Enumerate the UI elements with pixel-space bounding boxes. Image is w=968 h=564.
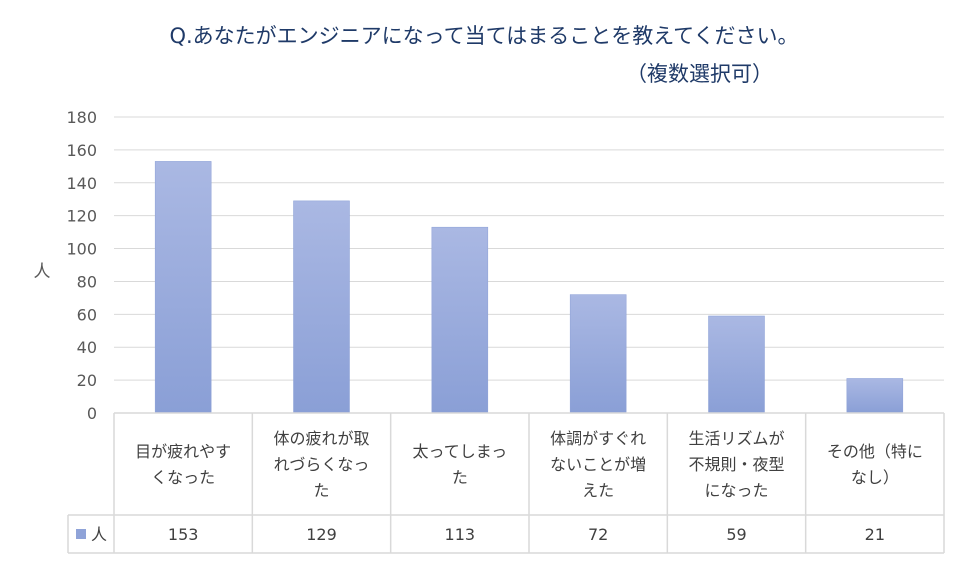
y-tick-label: 0 — [87, 404, 97, 423]
y-tick-label: 180 — [66, 108, 97, 127]
category-label: なし） — [851, 468, 899, 487]
category-label: になった — [704, 481, 768, 500]
category-label: 太ってしまっ — [413, 442, 508, 461]
value-label: 153 — [168, 525, 199, 544]
y-tick-label: 100 — [66, 240, 97, 259]
value-label: 72 — [588, 525, 608, 544]
y-tick-label: 140 — [66, 174, 97, 193]
value-label: 21 — [865, 525, 885, 544]
category-label: た — [313, 481, 329, 500]
category-label: 生活リズムが — [688, 429, 784, 448]
value-label: 113 — [445, 525, 476, 544]
bar — [846, 378, 904, 414]
legend-label: 人 — [91, 525, 107, 544]
y-tick-label: 160 — [66, 141, 97, 160]
bar — [431, 226, 489, 414]
y-tick-label: 120 — [66, 207, 97, 226]
category-label: くなった — [151, 468, 215, 487]
category-label: た — [452, 468, 468, 487]
chart-subtitle: （複数選択可） — [626, 62, 773, 86]
chart-title: Q.あなたがエンジニアになって当てはまることを教えてください。 — [169, 24, 799, 48]
y-tick-label: 40 — [77, 338, 97, 357]
bar — [154, 161, 212, 414]
bar — [569, 294, 627, 414]
y-tick-label: 20 — [77, 371, 97, 390]
value-label: 59 — [726, 525, 746, 544]
legend-swatch — [76, 529, 86, 539]
category-label: えた — [582, 481, 614, 500]
category-label: れづらくなっ — [274, 455, 370, 474]
bar — [293, 200, 350, 414]
category-label: 体調がすぐれ — [550, 429, 646, 448]
y-tick-label: 60 — [77, 305, 97, 324]
category-label: その他（特に — [827, 442, 923, 461]
y-axis-label: 人 — [34, 262, 51, 282]
category-label: ないことが増 — [550, 455, 646, 474]
value-label: 129 — [306, 525, 337, 544]
bar — [708, 315, 765, 414]
y-tick-label: 80 — [77, 272, 97, 291]
category-label: 体の疲れが取 — [273, 429, 369, 448]
category-label: 不規則・夜型 — [688, 455, 784, 474]
category-label: 目が疲れやす — [135, 442, 231, 461]
